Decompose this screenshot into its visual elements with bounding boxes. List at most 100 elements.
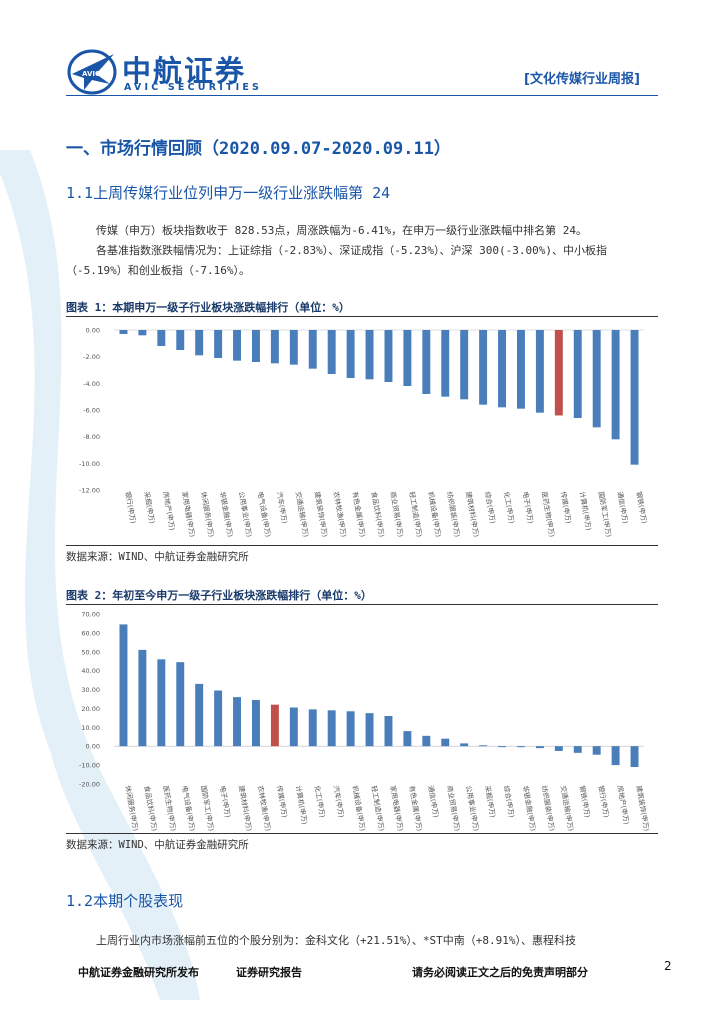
bar-7 [233, 697, 242, 747]
bar-2 [138, 330, 147, 336]
footer-report-type: 证券研究报告 [236, 966, 302, 979]
category-label: 电子(申万) [521, 491, 536, 525]
bar-25 [573, 330, 582, 418]
background-swoosh [0, 150, 200, 1000]
category-label: 采掘(申万) [483, 785, 498, 819]
category-label: 综合(申万) [502, 785, 517, 819]
bar-8 [251, 699, 260, 747]
y-tick-label: 10.00 [81, 724, 100, 732]
subsection-title-2: 1.2本期个股表现 [66, 892, 184, 910]
bar-20 [479, 330, 488, 405]
page-number: 2 [664, 959, 672, 973]
category-label: 传媒(申万) [559, 491, 574, 525]
category-label: 轻工制造(申万) [407, 491, 424, 538]
bar-20 [479, 745, 488, 747]
bar-19 [460, 743, 469, 747]
category-label: 银行(申万) [123, 491, 138, 525]
y-tick-label: 20.00 [81, 705, 100, 713]
category-label: 国防军工(申万) [199, 785, 216, 832]
category-label: 电气设备(申万) [256, 491, 273, 538]
bar-26 [592, 330, 601, 428]
y-tick-label: 30.00 [81, 686, 100, 694]
bar-3 [157, 659, 166, 747]
category-label: 纺织服装(申万) [540, 785, 557, 832]
footer-publisher: 中航证券金融研究所发布 [78, 966, 199, 979]
bar-23 [535, 330, 544, 413]
paragraph-line: 各基准指数涨跌幅情况为：上证综指（-2.83%）、深证成指（-5.23%）、沪深… [96, 244, 607, 257]
category-label: 计算机(申万) [578, 491, 594, 532]
y-tick-label: 60.00 [81, 629, 100, 637]
figure-1-source: 数据来源：WIND、中航证券金融研究所 [66, 551, 249, 563]
bar-5 [195, 330, 204, 356]
category-label: 农林牧渔(申万) [332, 491, 349, 538]
figure-1-bottom-rule [66, 545, 658, 546]
y-tick-label: -4.00 [83, 380, 100, 388]
category-label: 休闲服务(申万) [123, 785, 140, 832]
category-label: 食品饮料(申万) [370, 491, 387, 538]
subsection-title-1: 1.1上周传媒行业位列申万一级行业涨跌幅第 24 [66, 184, 391, 202]
y-tick-label: 50.00 [81, 648, 100, 656]
category-label: 汽车(申万) [275, 491, 290, 525]
figure-1-top-rule [66, 316, 658, 317]
category-label: 商业贸易(申万) [388, 491, 405, 538]
y-tick-label: 70.00 [81, 611, 100, 619]
category-label: 电气设备(申万) [180, 785, 197, 832]
bar-18 [441, 738, 450, 747]
category-label: 家用电器(申万) [388, 785, 405, 832]
bar-5 [195, 683, 204, 747]
bar-4 [176, 330, 185, 350]
category-label: 电子(申万) [218, 785, 233, 819]
category-label: 房地产(申万) [616, 785, 632, 826]
paragraph-line: 上周行业内市场涨幅前五位的个股分别为：金科文化（+21.51%）、*ST中南（+… [96, 934, 576, 947]
figure-1-chart: 0.00 -2.00 -4.00 -6.00 -8.00 -10.00 -12.00 银行(申… [79, 327, 650, 539]
category-label: 建筑装饰(申万) [313, 491, 330, 538]
category-label: 银行(申万) [597, 785, 612, 819]
category-label: 汽车(申万) [332, 785, 347, 819]
bar-12 [327, 330, 336, 374]
category-label: 建筑材料(申万) [237, 785, 254, 832]
bar-21 [498, 746, 507, 748]
brand-english: AVIC SECURITIES [124, 82, 263, 93]
bar-4 [176, 662, 185, 747]
y-tick-label: -10.00 [79, 762, 100, 770]
bar-2 [138, 649, 147, 747]
category-label: 建筑装饰(申万) [635, 785, 652, 832]
category-label: 农林牧渔(申万) [256, 785, 273, 832]
bar-10 [289, 707, 298, 747]
category-label: 通信(申万) [426, 785, 441, 819]
paragraph-line: （-5.19%）和创业板指（-7.16%）。 [66, 264, 250, 277]
category-label: 有色金属(申万) [407, 785, 424, 832]
y-tick-label: -6.00 [83, 407, 100, 415]
y-tick-label: -20.00 [79, 781, 100, 789]
y-tick-label: 0.00 [86, 327, 100, 335]
bar-12 [327, 710, 336, 747]
category-label: 家用电器(申万) [180, 491, 197, 538]
figure-2-top-rule [66, 604, 658, 605]
bar-1 [119, 624, 128, 747]
figure-2-chart: 70.00 60.00 50.00 40.00 30.00 20.00 10.00 0.00 -… [79, 611, 652, 833]
category-label: 建筑材料(申万) [464, 491, 481, 538]
footer-disclaimer: 请务必阅读正文之后的免责声明部分 [412, 966, 588, 979]
category-label: 医药生物(申万) [540, 491, 557, 538]
category-label: 非银金融(申万) [218, 491, 235, 538]
category-label: 通信(申万) [616, 491, 631, 525]
header-divider [66, 95, 658, 96]
bar-22 [516, 330, 525, 409]
bar-22 [516, 746, 525, 748]
category-label: 钢铁(申万) [635, 491, 650, 525]
bar-28 [630, 330, 639, 465]
bar-19 [460, 330, 469, 400]
category-label: 综合(申万) [483, 491, 498, 525]
report-type-tag: [文化传媒行业周报] [524, 72, 640, 87]
bar-18 [441, 330, 450, 397]
bar-6 [214, 690, 223, 747]
figure-1-title: 图表 1：本期申万一级子行业板块涨跌幅排行（单位：%） [66, 301, 350, 314]
category-label: 房地产(申万) [161, 491, 177, 532]
bar-3 [157, 330, 166, 346]
bar-15 [384, 716, 393, 747]
category-label: 采掘(申万) [142, 491, 157, 525]
bar-6 [214, 330, 223, 358]
figure-2-bottom-rule [66, 833, 658, 834]
y-tick-label: -10.00 [79, 460, 100, 468]
bar-13 [346, 711, 355, 747]
